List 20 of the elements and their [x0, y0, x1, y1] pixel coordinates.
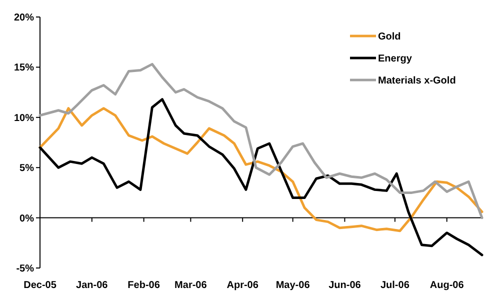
line-series: [38, 107, 484, 232]
x-tick-label: Feb-06: [128, 280, 160, 291]
y-tick-label: 0%: [20, 213, 34, 224]
legend-label: Materials x-Gold: [378, 76, 456, 86]
y-tick-label: 10%: [14, 112, 34, 124]
line-series: [38, 62, 484, 220]
x-tick-label: Aug-06: [430, 280, 464, 291]
x-tick-label: Dec-05: [24, 280, 57, 291]
y-tick-label: -5%: [16, 264, 34, 274]
x-tick-label: Jan-06: [76, 280, 108, 291]
x-tick-label: Apr-06: [226, 280, 259, 291]
legend-label: Gold: [378, 32, 401, 42]
x-tick-label: May-06: [276, 280, 310, 291]
y-tick-label: 15%: [14, 62, 34, 74]
x-tick-label: Jun-06: [328, 280, 362, 291]
x-tick-label: Mar-06: [174, 280, 208, 291]
y-tick-label: 20%: [14, 12, 34, 24]
legend-label: Energy: [378, 54, 412, 64]
y-tick-label: 5%: [20, 163, 34, 174]
x-tick-label: Jul-06: [380, 280, 410, 291]
